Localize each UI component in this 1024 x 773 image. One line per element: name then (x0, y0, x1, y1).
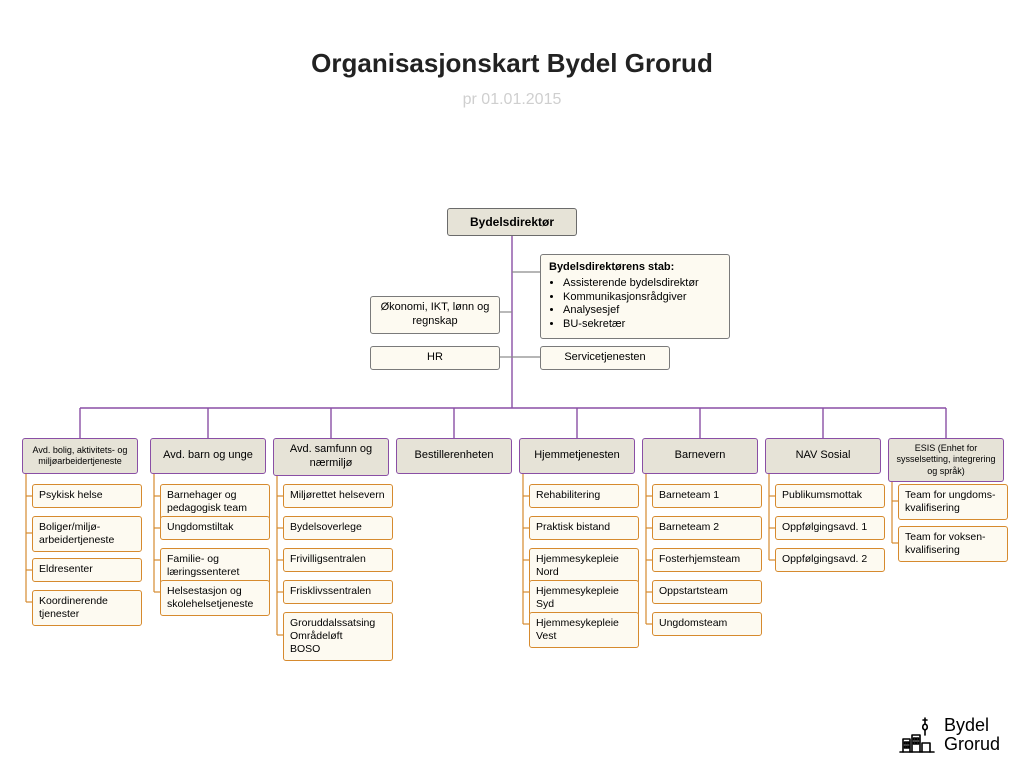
dept-5-child-1: Barneteam 2 (652, 516, 762, 540)
page-subtitle: pr 01.01.2015 (0, 91, 1024, 109)
dept-4-child-4: Hjemmesykepleie Vest (529, 612, 639, 648)
dept-6-child-2: Oppfølgingsavd. 2 (775, 548, 885, 572)
logo-text: BydelGrorud (944, 716, 1000, 754)
dept-0-child-1: Boliger/miljø-arbeidertjeneste (32, 516, 142, 552)
dept-2: Avd. samfunn og nærmiljø (273, 438, 389, 476)
dept-1-child-0: Barnehager og pedagogisk team (160, 484, 270, 520)
dept-1-child-2: Familie- og læringssenteret (160, 548, 270, 584)
service-box: Servicetjenesten (540, 346, 670, 370)
dept-4-child-0: Rehabilitering (529, 484, 639, 508)
dept-6: NAV Sosial (765, 438, 881, 474)
dept-0: Avd. bolig, aktivitets- og miljøarbeider… (22, 438, 138, 474)
dept-7-child-1: Team for voksen-kvalifisering (898, 526, 1008, 562)
dept-0-child-2: Eldresenter (32, 558, 142, 582)
dept-5-child-0: Barneteam 1 (652, 484, 762, 508)
hr-box: HR (370, 346, 500, 370)
dept-4: Hjemmetjenesten (519, 438, 635, 474)
dept-7: ESIS (Enhet for sysselsetting, integreri… (888, 438, 1004, 482)
logo-icon (898, 715, 936, 755)
dept-1: Avd. barn og unge (150, 438, 266, 474)
dept-5-child-3: Oppstartsteam (652, 580, 762, 604)
dept-4-child-3: Hjemmesykepleie Syd (529, 580, 639, 616)
dept-2-child-2: Frivilligsentralen (283, 548, 393, 572)
page-title: Organisasjonskart Bydel Grorud (0, 48, 1024, 79)
dept-1-child-1: Ungdomstiltak (160, 516, 270, 540)
director-box: Bydelsdirektør (447, 208, 577, 236)
dept-2-child-0: Miljørettet helsevern (283, 484, 393, 508)
dept-5-child-2: Fosterhjemsteam (652, 548, 762, 572)
dept-3: Bestillerenheten (396, 438, 512, 474)
oekonomi-box: Økonomi, IKT, lønn og regnskap (370, 296, 500, 334)
dept-4-child-1: Praktisk bistand (529, 516, 639, 540)
dept-6-child-1: Oppfølgingsavd. 1 (775, 516, 885, 540)
dept-0-child-3: Koordinerende tjenester (32, 590, 142, 626)
director-staff-box: Bydelsdirektørens stab:Assisterende byde… (540, 254, 730, 339)
connector-lines (0, 48, 1024, 773)
dept-7-child-0: Team for ungdoms-kvalifisering (898, 484, 1008, 520)
dept-5: Barnevern (642, 438, 758, 474)
dept-5-child-4: Ungdomsteam (652, 612, 762, 636)
dept-2-child-4: GroruddalssatsingOmrådeløftBOSO (283, 612, 393, 661)
dept-2-child-1: Bydelsoverlege (283, 516, 393, 540)
dept-0-child-0: Psykisk helse (32, 484, 142, 508)
dept-2-child-3: Frisklivssentralen (283, 580, 393, 604)
dept-6-child-0: Publikumsmottak (775, 484, 885, 508)
dept-4-child-2: Hjemmesykepleie Nord (529, 548, 639, 584)
dept-1-child-3: Helsestasjon og skolehelsetjeneste (160, 580, 270, 616)
logo: BydelGrorud (898, 715, 1000, 755)
